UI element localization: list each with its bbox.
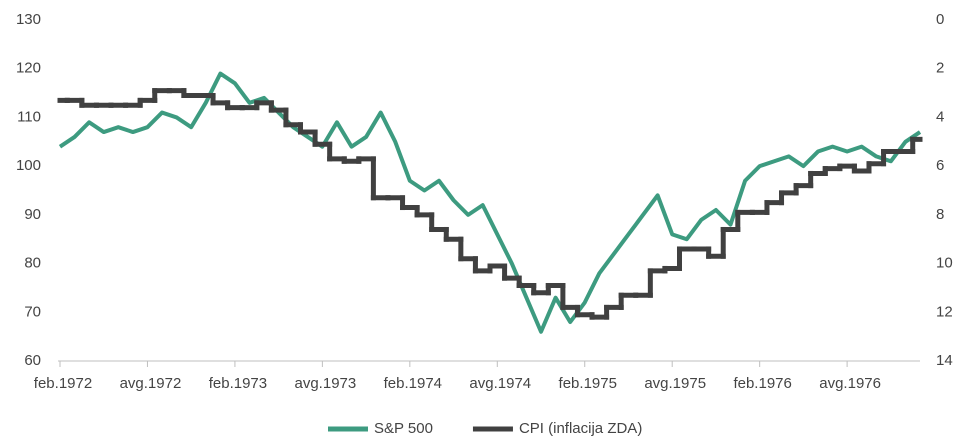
y-tick-label: 90 [24, 206, 41, 223]
y2-tick-label: 12 [936, 303, 953, 320]
legend-label: S&P 500 [374, 420, 433, 437]
y-tick-label: 100 [16, 157, 41, 174]
x-tick-label: avg.1976 [819, 375, 881, 392]
y2-tick-label: 2 [936, 60, 944, 77]
y-tick-label: 120 [16, 60, 41, 77]
x-tick-label: avg.1974 [469, 375, 531, 392]
x-tick-label: avg.1972 [120, 375, 182, 392]
y2-tick-label: 10 [936, 255, 953, 272]
x-tick-label: feb.1975 [559, 375, 617, 392]
y2-tick-label: 4 [936, 108, 944, 125]
x-tick-label: feb.1972 [34, 375, 92, 392]
x-tick-label: feb.1973 [209, 375, 267, 392]
y2-tick-label: 14 [936, 352, 953, 369]
y-tick-label: 70 [24, 303, 41, 320]
y-tick-label: 110 [17, 108, 41, 125]
y-tick-label: 130 [16, 11, 41, 28]
x-tick-label: feb.1976 [733, 375, 791, 392]
legend-label: CPI (inflacija ZDA) [519, 420, 642, 437]
x-tick-label: avg.1973 [295, 375, 357, 392]
x-tick-label: avg.1975 [644, 375, 706, 392]
line [58, 71, 922, 334]
y-tick-label: 80 [24, 255, 41, 272]
x-tick-label: feb.1974 [384, 375, 442, 392]
y2-tick-label: 6 [936, 157, 944, 174]
y2-tick-label: 0 [936, 11, 944, 28]
y2-tick-label: 8 [936, 206, 944, 223]
y-tick-label: 60 [24, 352, 41, 369]
